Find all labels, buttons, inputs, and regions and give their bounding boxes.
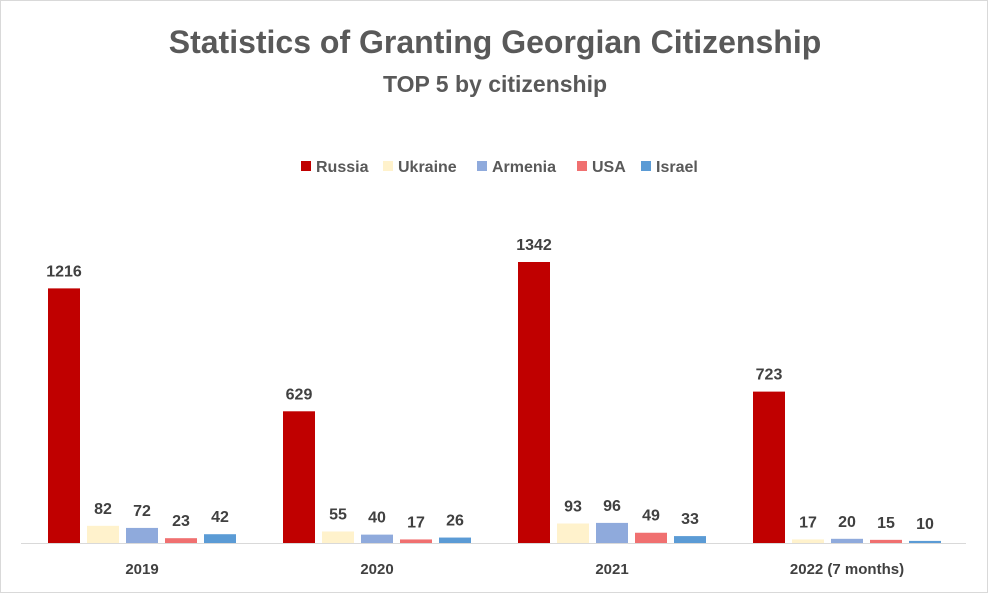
data-label-ukraine-0: 82 xyxy=(94,501,112,518)
bar-russia-2 xyxy=(518,262,550,543)
bar-russia-0 xyxy=(48,288,80,543)
legend-swatch-usa xyxy=(577,161,587,171)
data-label-usa-2: 49 xyxy=(642,508,660,525)
data-label-usa-1: 17 xyxy=(407,514,425,531)
data-label-ukraine-1: 55 xyxy=(329,506,347,523)
bar-israel-3 xyxy=(909,540,941,543)
data-label-usa-3: 15 xyxy=(877,515,895,532)
legend-label-israel: Israel xyxy=(656,159,698,176)
data-label-israel-3: 10 xyxy=(916,516,934,533)
bar-israel-2 xyxy=(674,536,706,543)
chart-title: Statistics of Granting Georgian Citizens… xyxy=(169,24,822,60)
x-tick-label-0: 2019 xyxy=(125,561,158,578)
bar-ukraine-3 xyxy=(792,539,824,543)
data-label-armenia-0: 72 xyxy=(133,503,151,520)
data-label-russia-0: 1216 xyxy=(46,263,82,280)
bar-armenia-0 xyxy=(126,527,158,543)
legend-swatch-armenia xyxy=(477,161,487,171)
data-label-armenia-2: 96 xyxy=(603,498,621,515)
legend-label-russia: Russia xyxy=(316,159,369,176)
data-label-israel-1: 26 xyxy=(446,513,464,530)
chart-subtitle: TOP 5 by citizenship xyxy=(383,71,607,97)
data-label-russia-1: 629 xyxy=(286,386,313,403)
legend-swatch-russia xyxy=(301,161,311,171)
bar-ukraine-2 xyxy=(557,523,589,543)
legend-label-ukraine: Ukraine xyxy=(398,159,457,176)
bar-usa-1 xyxy=(400,539,432,543)
bar-israel-1 xyxy=(439,537,471,543)
legend-swatch-ukraine xyxy=(383,161,393,171)
data-label-ukraine-3: 17 xyxy=(799,514,817,531)
x-tick-label-2: 2021 xyxy=(595,561,628,578)
data-label-usa-0: 23 xyxy=(172,513,190,530)
data-label-armenia-1: 40 xyxy=(368,510,386,527)
data-label-russia-2: 1342 xyxy=(516,237,552,254)
bar-ukraine-0 xyxy=(87,525,119,543)
legend: Russia Ukraine Armenia USA Israel xyxy=(301,159,698,176)
plot-area: 1216 82 72 23 42 2019 629 55 40 17 26 2020 1342 93 96 4… xyxy=(21,237,966,578)
bar-israel-0 xyxy=(204,534,236,543)
data-label-ukraine-2: 93 xyxy=(564,499,582,516)
bar-ukraine-1 xyxy=(322,531,354,543)
bar-armenia-3 xyxy=(831,538,863,543)
bar-usa-2 xyxy=(635,532,667,543)
legend-label-usa: USA xyxy=(592,159,626,176)
data-label-russia-3: 723 xyxy=(756,367,783,384)
bar-usa-3 xyxy=(870,539,902,543)
bar-armenia-2 xyxy=(596,522,628,543)
data-label-armenia-3: 20 xyxy=(838,514,856,531)
data-label-israel-0: 42 xyxy=(211,509,229,526)
legend-swatch-israel xyxy=(641,161,651,171)
bar-usa-0 xyxy=(165,538,197,543)
x-tick-label-3: 2022 (7 months) xyxy=(790,561,904,578)
bar-russia-3 xyxy=(753,391,785,543)
bar-armenia-1 xyxy=(361,534,393,543)
x-tick-label-1: 2020 xyxy=(360,561,393,578)
data-label-israel-2: 33 xyxy=(681,511,699,528)
legend-label-armenia: Armenia xyxy=(492,159,556,176)
bar-russia-1 xyxy=(283,411,315,543)
